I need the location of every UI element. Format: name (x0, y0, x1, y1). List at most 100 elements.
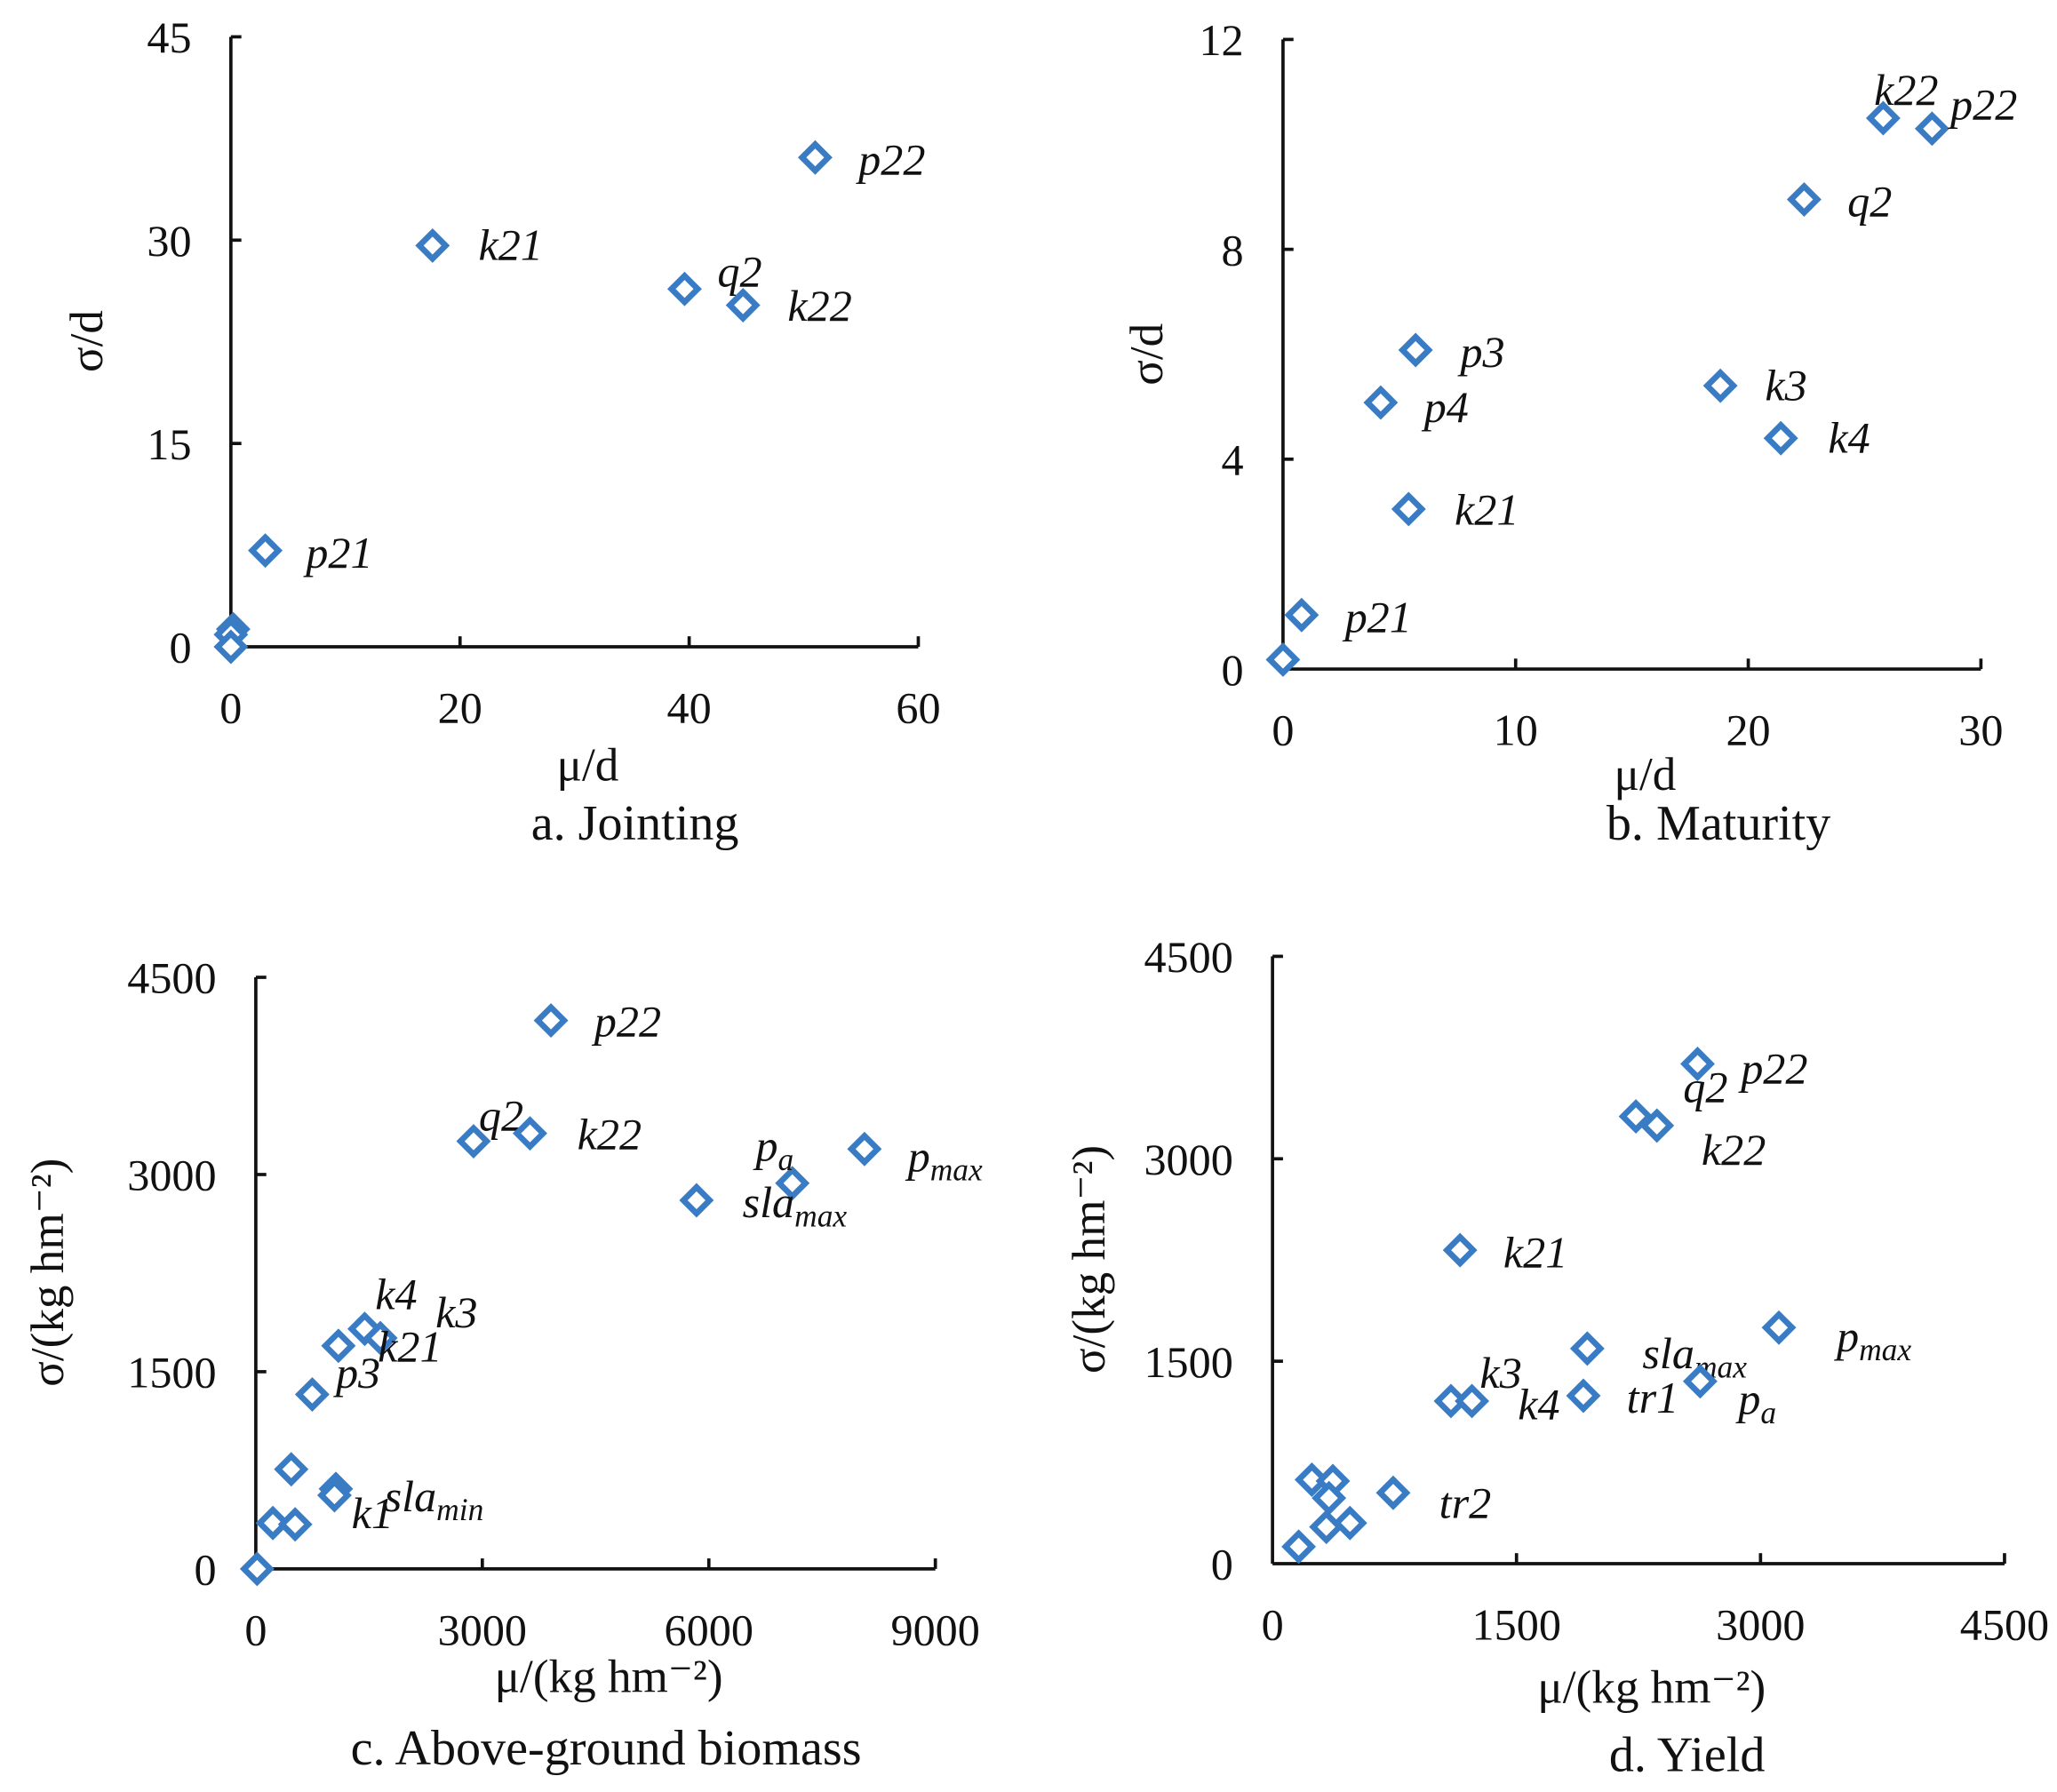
point-label: pmax (905, 1131, 983, 1187)
y-tick-label: 0 (195, 1545, 217, 1595)
x-tick-label: 3000 (1716, 1600, 1805, 1650)
x-tick-label: 3000 (438, 1605, 527, 1655)
data-point (1398, 332, 1433, 368)
x-tick-label: 20 (438, 683, 482, 733)
data-point (775, 1166, 810, 1201)
x-tick-label: 20 (1726, 705, 1770, 755)
y-tick-label: 12 (1199, 15, 1243, 65)
x-tick-label: 9000 (890, 1605, 979, 1655)
point-label: k1 (352, 1488, 394, 1538)
point-label: k22 (1702, 1125, 1766, 1175)
point-label: p22 (592, 996, 661, 1046)
point-label: p3 (333, 1348, 380, 1398)
point-label: k22 (787, 281, 851, 331)
data-point (1682, 1364, 1718, 1399)
chart-panel-a: 0 20 40 60 0 15 30 45 μ/d σ/d a. Jointing p22 k21 q2 k… (61, 12, 940, 851)
x-tick-label: 60 (896, 683, 940, 733)
y-tick-label: 4500 (127, 953, 216, 1003)
data-point (277, 1507, 313, 1542)
y-tick-label: 4500 (1144, 932, 1232, 982)
point-label: k22 (578, 1109, 642, 1159)
y-tick-label: 30 (147, 216, 191, 266)
y-tick-label: 8 (1222, 225, 1244, 275)
data-point (1786, 182, 1822, 217)
y-tick-label: 0 (1222, 645, 1244, 695)
point-label: tr2 (1439, 1477, 1492, 1527)
data-point (363, 1320, 398, 1356)
x-tick-label: 0 (244, 1605, 267, 1655)
point-label: slamax (743, 1177, 848, 1233)
data-point (1618, 1099, 1654, 1135)
y-axis-label: σ/d (61, 310, 113, 372)
data-point (274, 1452, 309, 1487)
data-point (1442, 1232, 1478, 1268)
x-axis-label: μ/d (557, 740, 619, 792)
data-point (213, 629, 249, 665)
data-point (1455, 1383, 1490, 1419)
point-label: p22 (1948, 79, 2017, 129)
point-label: p21 (303, 528, 372, 577)
panel-caption: c. Above-ground biomass (351, 1721, 862, 1776)
x-tick-label: 40 (667, 683, 712, 733)
data-point (255, 1505, 291, 1541)
point-label: k4 (375, 1270, 417, 1319)
data-point (415, 227, 450, 263)
point-label: pmax (1834, 1311, 1911, 1367)
data-point (1566, 1378, 1601, 1414)
point-label: k3 (435, 1287, 477, 1337)
y-tick-label: 4 (1222, 435, 1244, 485)
x-tick-label: 1500 (1472, 1600, 1561, 1650)
point-label: tr1 (1627, 1373, 1679, 1422)
point-label: k4 (1828, 412, 1870, 462)
y-axis-label: σ/(kg hm⁻²) (1064, 1145, 1115, 1374)
y-tick-label: 0 (169, 623, 191, 673)
point-label: k3 (1765, 360, 1806, 410)
data-point (1363, 385, 1399, 420)
data-point (1265, 641, 1301, 677)
data-point (666, 271, 702, 307)
point-label: q2 (717, 246, 761, 296)
point-label: pa (1735, 1374, 1776, 1430)
point-label: k3 (1479, 1348, 1521, 1398)
data-point (725, 288, 761, 323)
data-point (533, 1003, 569, 1039)
y-tick-label: 45 (147, 12, 191, 62)
x-axis-label: μ/(kg hm⁻²) (495, 1652, 723, 1703)
data-point (797, 139, 833, 175)
x-tick-label: 4500 (1960, 1600, 2049, 1650)
data-point (1294, 1462, 1329, 1497)
x-tick-label: 6000 (665, 1605, 753, 1655)
data-point (239, 1551, 275, 1587)
data-point (847, 1131, 882, 1167)
point-label: slamax (1642, 1328, 1747, 1384)
data-point (1569, 1331, 1605, 1366)
data-point (1391, 491, 1426, 527)
data-point (512, 1116, 547, 1151)
point-label: p22 (1738, 1044, 1807, 1094)
data-point (1281, 1529, 1317, 1565)
y-tick-label: 3000 (127, 1151, 216, 1200)
panel-caption: d. Yield (1609, 1727, 1766, 1782)
y-tick-label: 0 (1211, 1540, 1233, 1589)
panel-caption: b. Maturity (1607, 796, 1830, 851)
data-point (1309, 1509, 1344, 1545)
x-axis-label: μ/(kg hm⁻²) (1537, 1661, 1766, 1713)
data-point (1761, 1310, 1797, 1345)
data-point (1639, 1108, 1675, 1143)
data-point (1865, 100, 1901, 136)
y-tick-label: 3000 (1144, 1135, 1232, 1184)
data-point (248, 533, 283, 569)
data-point (679, 1183, 714, 1218)
panel-caption: a. Jointing (531, 796, 739, 851)
chart-panel-d: 0 1500 3000 4500 0 1500 3000 4500 μ/(kg hm⁻²) σ/(… (1064, 932, 2049, 1782)
x-axis-label: μ/d (1614, 749, 1676, 800)
data-point (1702, 368, 1738, 403)
x-tick-label: 0 (219, 683, 242, 733)
x-tick-label: 10 (1494, 705, 1538, 755)
data-point (316, 1477, 352, 1513)
point-label: pa (753, 1121, 793, 1177)
point-label: slamin (385, 1471, 484, 1527)
